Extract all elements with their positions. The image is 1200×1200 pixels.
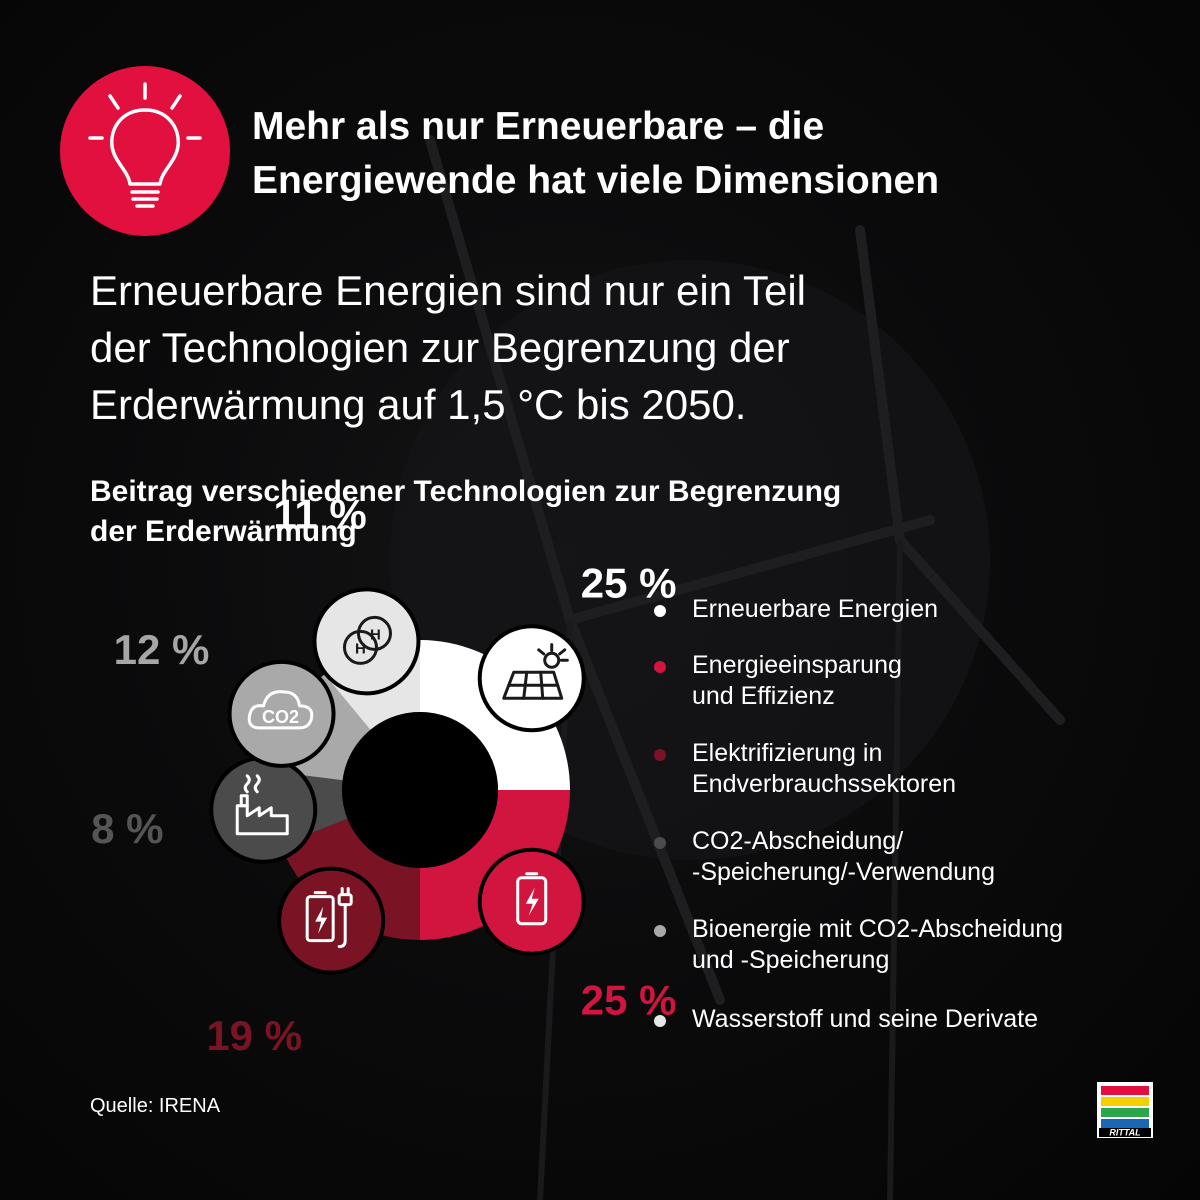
legend-label-line: Elektrifizierung in [692,739,883,767]
value-label: 8 % [91,805,163,852]
intro-text: Erneuerbare Energien sind nur ein Teil d… [90,262,806,433]
value-label: 12 % [114,626,210,673]
legend-label-line: Endverbrauchssektoren [692,770,957,798]
logo-stripe-blue [1101,1119,1149,1128]
lightbulb-badge [60,66,230,236]
legend-label-line: Energieeinsparung [692,651,902,679]
donut-hole [342,712,498,868]
co2-icon-text: CO2 [262,707,299,727]
hydrogen-icon: HH [312,587,421,696]
co2-cloud-icon: CO2 [227,659,336,768]
rittal-logo: RITTAL [1097,1082,1153,1138]
value-label: 11 % [273,490,366,537]
legend-swatch [654,925,666,937]
value-label: 25 % [581,559,677,606]
intro-line: Erderwärmung auf 1,5 °C bis 2050. [90,381,747,428]
intro-line: der Technologien zur Begrenzung der [90,324,790,371]
logo-stripe-yellow [1101,1097,1149,1106]
legend-label: Bioenergie mit CO2-Abscheidung und -Spei… [692,914,1063,976]
legend-label: Energieeinsparung und Effizienz [692,650,902,712]
solar-panel-icon [477,624,586,733]
battery-icon [477,847,586,956]
legend-swatch [654,605,666,617]
legend-label-line: und Effizienz [692,682,835,710]
legend-swatch [654,661,666,673]
page-title-line: Energiewende hat viele Dimensionen [252,159,940,202]
legend-label-line: Erneuerbare Energien [692,595,938,623]
chart-title: Beitrag verschiedener Technologien zur B… [90,472,841,552]
logo-wordmark: RITTAL [1109,1128,1140,1138]
page-title: Mehr als nur Erneuerbare – die Energiewe… [252,100,939,208]
logo-stripe-green [1101,1108,1149,1117]
legend-swatch [654,1015,666,1027]
value-label: 19 % [206,1012,302,1059]
legend-label-line: Wasserstoff und seine Derivate [692,1005,1038,1033]
legend-label: Wasserstoff und seine Derivate [692,1004,1038,1035]
hydrogen-icon-text: H [370,626,381,643]
lightbulb-icon [88,82,202,208]
legend-label-line: Bioenergie mit CO2-Abscheidung [692,915,1064,943]
battery-charging-plug-icon [277,866,386,975]
source-note: Quelle: IRENA [90,1095,221,1117]
page-title-line: Mehr als nur Erneuerbare – die [252,105,825,148]
legend-swatch [654,837,666,849]
legend-label: Erneuerbare Energien [692,594,938,625]
chart-title-line: Beitrag verschiedener Technologien zur B… [90,475,842,508]
legend-label-line: -Speicherung/-Verwendung [692,858,995,886]
legend-label-line: und -Speicherung [692,946,890,974]
factory-icon [209,755,318,864]
legend-swatch [654,749,666,761]
hydrogen-icon-text: H [355,640,366,657]
chart-title-line: der Erderwärmung [90,515,357,548]
legend-label: Elektrifizierung in Endverbrauchssektore… [692,738,956,800]
legend-label-line: CO2-Abscheidung/ [692,827,904,855]
intro-line: Erneuerbare Energien sind nur ein Teil [90,267,807,314]
legend-label: CO2-Abscheidung/ -Speicherung/-Verwendun… [692,826,995,888]
logo-stripe-red [1101,1086,1149,1095]
